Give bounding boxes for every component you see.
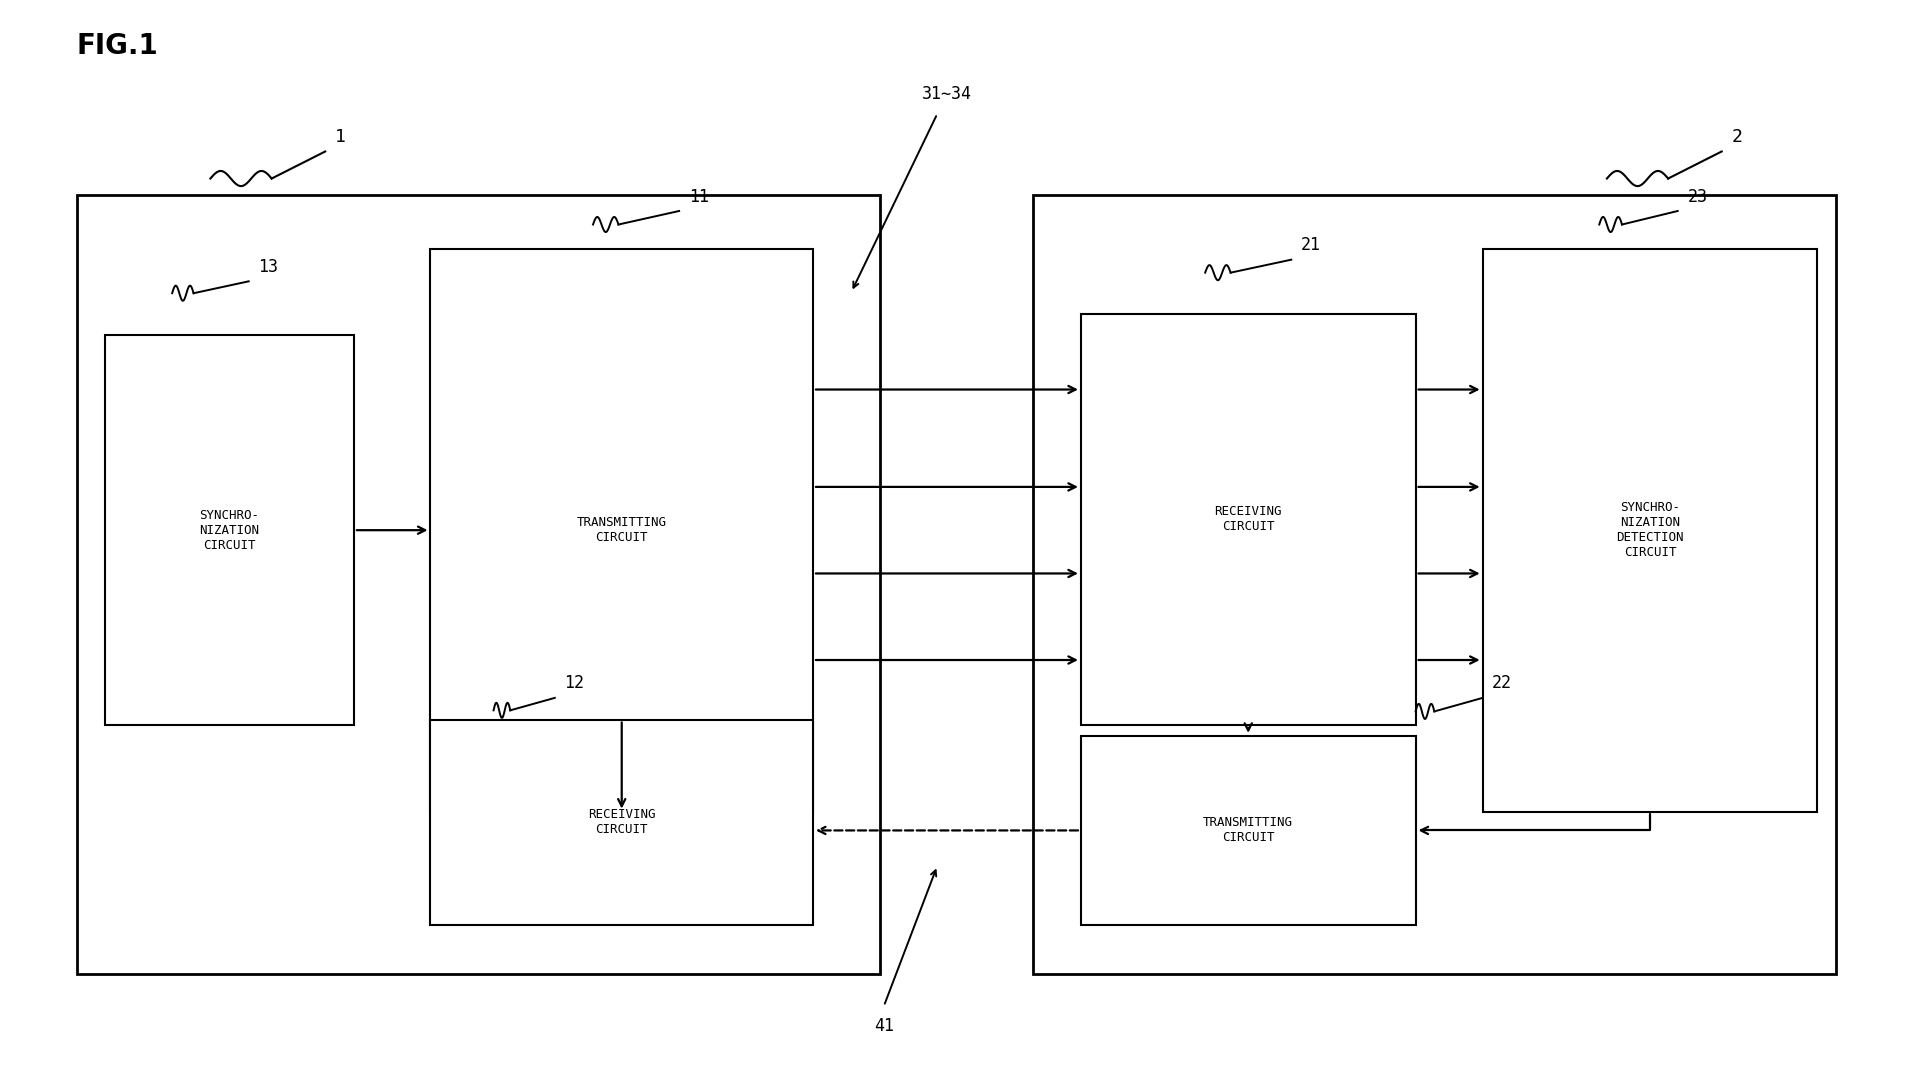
Text: FIG.1: FIG.1 bbox=[77, 32, 159, 61]
Bar bbox=[430, 249, 813, 812]
Text: SYNCHRO-
NIZATION
CIRCUIT: SYNCHRO- NIZATION CIRCUIT bbox=[199, 509, 260, 552]
Text: 31∼34: 31∼34 bbox=[922, 84, 972, 103]
Text: RECEIVING
CIRCUIT: RECEIVING CIRCUIT bbox=[587, 808, 656, 836]
Text: 13: 13 bbox=[258, 258, 277, 276]
Text: TRANSMITTING
CIRCUIT: TRANSMITTING CIRCUIT bbox=[1203, 817, 1293, 844]
Bar bbox=[1081, 314, 1416, 725]
Bar bbox=[1483, 249, 1817, 812]
Text: SYNCHRO-
NIZATION
DETECTION
CIRCUIT: SYNCHRO- NIZATION DETECTION CIRCUIT bbox=[1616, 501, 1683, 559]
Text: 1: 1 bbox=[335, 128, 346, 146]
Text: RECEIVING
CIRCUIT: RECEIVING CIRCUIT bbox=[1215, 505, 1282, 533]
Text: 41: 41 bbox=[874, 1017, 893, 1035]
Text: TRANSMITTING
CIRCUIT: TRANSMITTING CIRCUIT bbox=[576, 516, 668, 544]
Text: 11: 11 bbox=[689, 187, 708, 206]
Bar bbox=[1081, 736, 1416, 925]
Text: 21: 21 bbox=[1301, 236, 1320, 254]
Text: 2: 2 bbox=[1731, 128, 1743, 146]
Bar bbox=[105, 335, 354, 725]
Bar bbox=[77, 195, 880, 974]
Bar bbox=[430, 720, 813, 925]
Text: 22: 22 bbox=[1492, 674, 1511, 692]
Text: 23: 23 bbox=[1687, 187, 1706, 206]
Bar bbox=[1033, 195, 1836, 974]
Text: 12: 12 bbox=[564, 674, 583, 692]
